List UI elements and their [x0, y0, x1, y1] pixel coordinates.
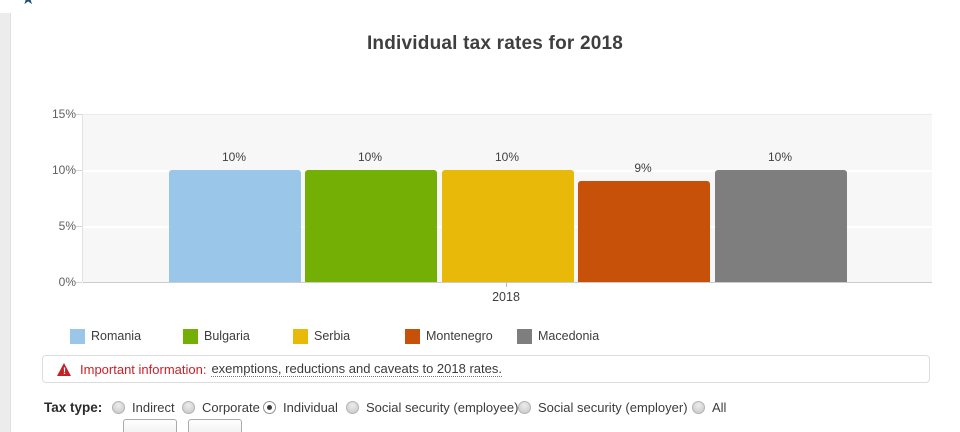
y-tick-label: 0%: [58, 275, 76, 289]
gridline: [83, 114, 932, 115]
radio-icon[interactable]: [112, 401, 125, 414]
bar-serbia[interactable]: [442, 170, 574, 282]
cutoff-button-2[interactable]: [188, 419, 242, 432]
y-tick-label: 5%: [58, 219, 76, 233]
y-tick-mark: [76, 282, 82, 283]
radio-option-label: All: [712, 400, 727, 415]
radio-icon[interactable]: [518, 401, 531, 414]
legend-swatch-icon: [405, 328, 420, 344]
legend-item-bulgaria[interactable]: Bulgaria: [183, 328, 250, 344]
legend-swatch-icon: [517, 328, 532, 344]
tax-type-option-corporate[interactable]: Corporate: [182, 399, 260, 416]
exemptions-link[interactable]: exemptions, reductions and caveats to 20…: [211, 361, 502, 377]
legend-label: Macedonia: [538, 328, 600, 343]
x-axis-label: 2018: [492, 290, 520, 304]
bar-macedonia[interactable]: [715, 170, 847, 282]
radio-selected-icon[interactable]: [263, 401, 276, 414]
y-tick-mark: [76, 170, 82, 171]
y-tick-label: 15%: [51, 107, 76, 121]
legend-item-macedonia[interactable]: Macedonia: [517, 328, 599, 344]
y-tick-mark: [76, 226, 82, 227]
radio-option-label: Social security (employee): [366, 400, 519, 415]
important-information-box: ! Important information: exemptions, red…: [42, 355, 930, 383]
tax-type-option-all[interactable]: All: [692, 399, 726, 416]
radio-icon[interactable]: [182, 401, 195, 414]
warning-prefix: Important information:: [80, 361, 207, 377]
chart-plot-area: [82, 114, 932, 283]
bar-romania[interactable]: [169, 170, 301, 282]
x-axis-line: [83, 282, 932, 283]
tax-type-option-indirect[interactable]: Indirect: [112, 399, 175, 416]
x-axis-tick: [506, 282, 507, 287]
legend-label: Montenegro: [426, 328, 493, 343]
bar-value-label-romania: 10%: [221, 150, 247, 164]
radio-option-label: Corporate: [202, 400, 260, 415]
bar-value-label-bulgaria: 10%: [357, 150, 383, 164]
warning-triangle-icon: !: [57, 362, 72, 376]
tax-type-option-individual[interactable]: Individual: [263, 399, 338, 416]
bar-value-label-serbia: 10%: [494, 150, 520, 164]
legend-label: Bulgaria: [204, 328, 250, 343]
legend-item-montenegro[interactable]: Montenegro: [405, 328, 493, 344]
cutoff-button-1[interactable]: [123, 419, 177, 432]
legend-swatch-icon: [293, 328, 308, 344]
legend-swatch-icon: [183, 328, 198, 344]
radio-option-label: Social security (employer): [538, 400, 688, 415]
radio-option-label: Indirect: [132, 400, 175, 415]
y-tick-mark: [76, 114, 82, 115]
legend-swatch-icon: [70, 328, 85, 344]
radio-option-label: Individual: [283, 400, 338, 415]
legend-label: Serbia: [314, 328, 351, 343]
legend-item-romania[interactable]: Romania: [70, 328, 141, 344]
legend-item-serbia[interactable]: Serbia: [293, 328, 350, 344]
radio-icon[interactable]: [692, 401, 705, 414]
tax-type-option-social-security-employer[interactable]: Social security (employer): [518, 399, 688, 416]
legend-label: Romania: [91, 328, 142, 343]
tax-type-label: Tax type:: [44, 400, 103, 415]
page-left-margin: [0, 13, 11, 432]
bar-montenegro[interactable]: [578, 181, 710, 282]
radio-icon[interactable]: [346, 401, 359, 414]
bar-value-label-macedonia: 10%: [767, 150, 793, 164]
bar-value-label-montenegro: 9%: [634, 161, 652, 175]
favorite-star-icon[interactable]: ★: [21, 0, 35, 8]
chart-title: Individual tax rates for 2018: [366, 33, 624, 54]
bar-bulgaria[interactable]: [305, 170, 437, 282]
y-tick-label: 10%: [51, 163, 76, 177]
tax-type-option-social-security-employee[interactable]: Social security (employee): [346, 399, 518, 416]
